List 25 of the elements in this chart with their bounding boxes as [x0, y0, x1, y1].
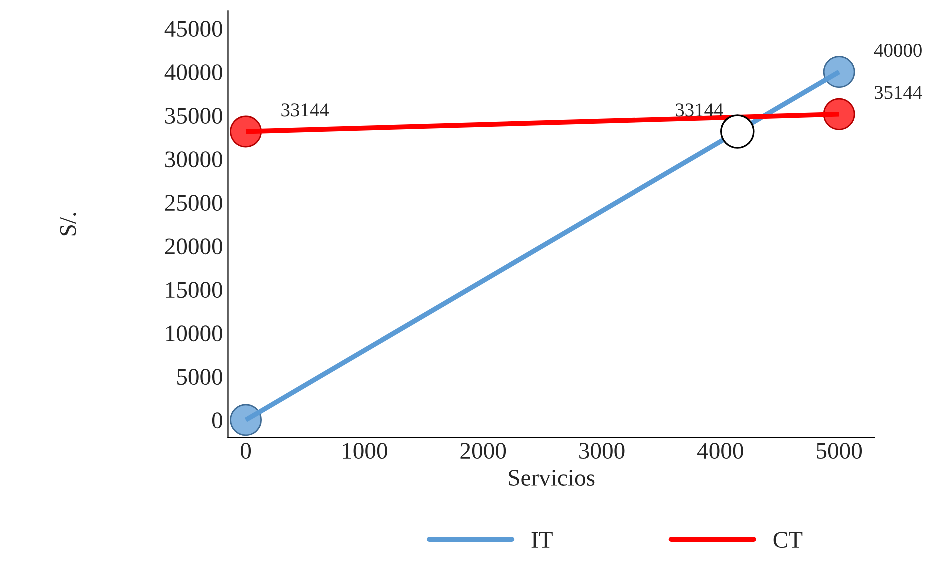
- point: [230, 404, 262, 436]
- legend-label: IT: [532, 532, 553, 548]
- x-axis-title: Servicios: [509, 470, 595, 486]
- x-tick-label: 0: [241, 443, 252, 460]
- data-label: 33144: [676, 104, 724, 117]
- data-label: 40000: [874, 44, 922, 58]
- y-tick-label: 10000: [166, 326, 222, 342]
- x-tick-label: 1000: [343, 443, 388, 460]
- y-axis-title: S/.: [60, 213, 76, 236]
- x-tick-label: 3000: [580, 443, 625, 460]
- data-label: 33144: [282, 104, 330, 117]
- y-tick-label: 25000: [165, 195, 222, 212]
- y-tick-label: 0: [212, 412, 222, 429]
- y-tick-label: 20000: [165, 238, 222, 255]
- data-label: 35144: [874, 86, 922, 100]
- y-tick-label: 45000: [164, 21, 222, 38]
- y-tick-label: 30000: [165, 152, 222, 168]
- x-tick-label: 5000: [817, 443, 862, 460]
- legend-label: CT: [774, 532, 803, 548]
- y-tick-label: 40000: [164, 64, 222, 81]
- x-tick-label: 2000: [460, 443, 506, 460]
- y-tick-label: 35000: [165, 108, 222, 124]
- x-tick-label: 4000: [698, 443, 744, 460]
- y-tick-label: 15000: [166, 282, 222, 298]
- y-tick-label: 5000: [178, 369, 222, 386]
